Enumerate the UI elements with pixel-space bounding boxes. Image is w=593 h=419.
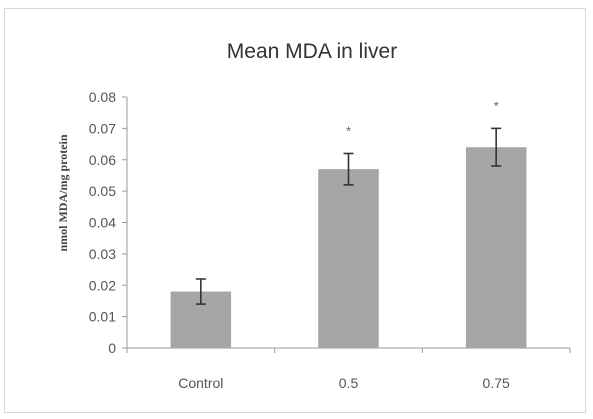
significance-marker: *: [346, 123, 351, 138]
y-axis-label: nmol MDA/mg protein: [56, 134, 70, 251]
y-tick-label: 0.04: [89, 215, 116, 231]
y-tick-label: 0.05: [89, 183, 116, 199]
bar-0.75: [465, 147, 527, 348]
x-tick-label: 0.75: [483, 375, 510, 391]
y-tick-label: 0.08: [89, 89, 116, 105]
y-tick-label: 0.01: [89, 309, 116, 325]
y-tick-label: 0.02: [89, 277, 116, 293]
significance-marker: *: [494, 98, 499, 113]
bar-0.5: [318, 169, 379, 348]
x-tick-label: 0.5: [339, 375, 359, 391]
chart-title: Mean MDA in liver: [227, 40, 397, 63]
x-tick-label: Control: [178, 375, 223, 391]
bars: [170, 127, 527, 348]
y-tick-label: 0.07: [89, 120, 116, 136]
y-tick-label: 0: [108, 340, 116, 356]
y-tick-label: 0.03: [89, 246, 116, 262]
y-tick-label: 0.06: [89, 152, 116, 168]
axis-labels: 0 0.01 0.02 0.03 0.04 0.05 0.06 0.07 0.08 Control…: [89, 89, 510, 391]
